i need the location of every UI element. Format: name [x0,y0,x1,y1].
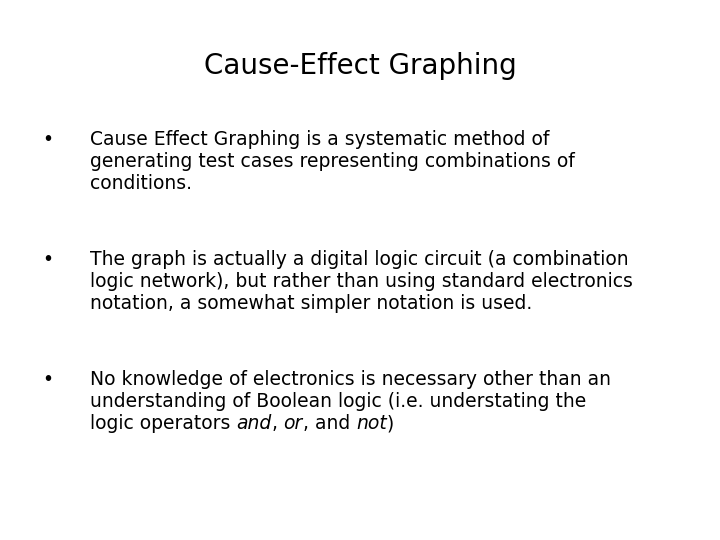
Text: generating test cases representing combinations of: generating test cases representing combi… [90,152,575,171]
Text: •: • [42,250,53,269]
Text: ): ) [387,414,394,433]
Text: , and: , and [303,414,356,433]
Text: understanding of Boolean logic (i.e. understating the: understanding of Boolean logic (i.e. und… [90,392,586,411]
Text: •: • [42,130,53,149]
Text: logic network), but rather than using standard electronics: logic network), but rather than using st… [90,272,633,291]
Text: •: • [42,370,53,389]
Text: conditions.: conditions. [90,174,192,193]
Text: No knowledge of electronics is necessary other than an: No knowledge of electronics is necessary… [90,370,611,389]
Text: Cause Effect Graphing is a systematic method of: Cause Effect Graphing is a systematic me… [90,130,549,149]
Text: logic operators: logic operators [90,414,236,433]
Text: and: and [236,414,271,433]
Text: not: not [356,414,387,433]
Text: notation, a somewhat simpler notation is used.: notation, a somewhat simpler notation is… [90,294,532,313]
Text: or: or [284,414,303,433]
Text: ,: , [271,414,284,433]
Text: The graph is actually a digital logic circuit (a combination: The graph is actually a digital logic ci… [90,250,629,269]
Text: Cause-Effect Graphing: Cause-Effect Graphing [204,52,516,80]
